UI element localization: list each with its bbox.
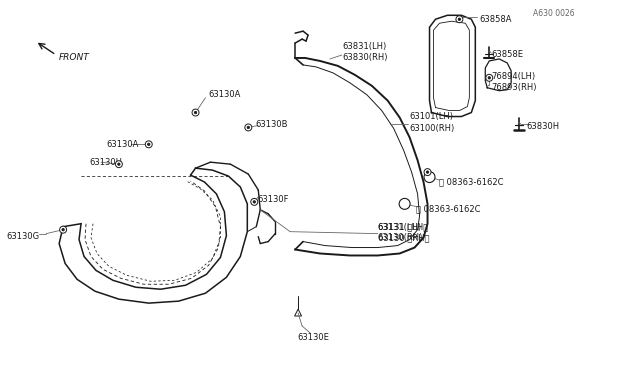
Circle shape <box>458 18 461 20</box>
Text: 63130B: 63130B <box>255 120 288 129</box>
Text: S: S <box>402 199 407 208</box>
Circle shape <box>488 77 490 79</box>
Text: 63130H: 63130H <box>89 158 122 167</box>
Circle shape <box>424 171 435 183</box>
Circle shape <box>60 226 67 233</box>
Text: FRONT: FRONT <box>59 54 90 62</box>
Circle shape <box>118 163 120 166</box>
Text: 63858A: 63858A <box>479 15 512 24</box>
Text: 63830(RH): 63830(RH) <box>342 54 387 62</box>
Circle shape <box>251 198 258 205</box>
Circle shape <box>192 109 199 116</box>
Circle shape <box>456 16 463 23</box>
Circle shape <box>399 198 410 209</box>
Text: 63130E: 63130E <box>297 333 329 342</box>
Text: 63101(LH): 63101(LH) <box>410 112 454 121</box>
Circle shape <box>424 169 431 176</box>
Text: 63131 〈LH〉: 63131 〈LH〉 <box>378 222 428 231</box>
Text: Ⓢ 08363-6162C: Ⓢ 08363-6162C <box>440 177 504 186</box>
Text: A630 0026: A630 0026 <box>533 9 575 18</box>
Circle shape <box>426 171 429 173</box>
Text: 63130(RH): 63130(RH) <box>378 233 423 242</box>
Text: S: S <box>427 173 432 182</box>
Circle shape <box>245 124 252 131</box>
Text: 63130A: 63130A <box>106 140 138 149</box>
Text: 63130F: 63130F <box>257 195 289 204</box>
Circle shape <box>115 161 122 168</box>
Circle shape <box>145 141 152 148</box>
Circle shape <box>195 111 196 114</box>
Text: 63130G: 63130G <box>6 232 40 241</box>
Text: 76893(RH): 76893(RH) <box>492 83 537 92</box>
Text: 63831(LH): 63831(LH) <box>342 42 386 51</box>
Text: 63100(RH): 63100(RH) <box>410 124 455 133</box>
Text: 63130A: 63130A <box>209 90 241 99</box>
Text: 63858E: 63858E <box>492 51 524 60</box>
Text: 63830H: 63830H <box>526 122 559 131</box>
Circle shape <box>148 143 150 145</box>
Circle shape <box>62 228 64 231</box>
Text: 63131(LH): 63131(LH) <box>378 223 422 232</box>
Text: Ⓢ 08363-6162C: Ⓢ 08363-6162C <box>415 204 480 213</box>
Circle shape <box>247 126 250 129</box>
Text: 76894(LH): 76894(LH) <box>492 72 536 81</box>
Circle shape <box>486 74 493 81</box>
Circle shape <box>253 201 255 203</box>
Text: 63130 〈RH〉: 63130 〈RH〉 <box>378 233 429 242</box>
